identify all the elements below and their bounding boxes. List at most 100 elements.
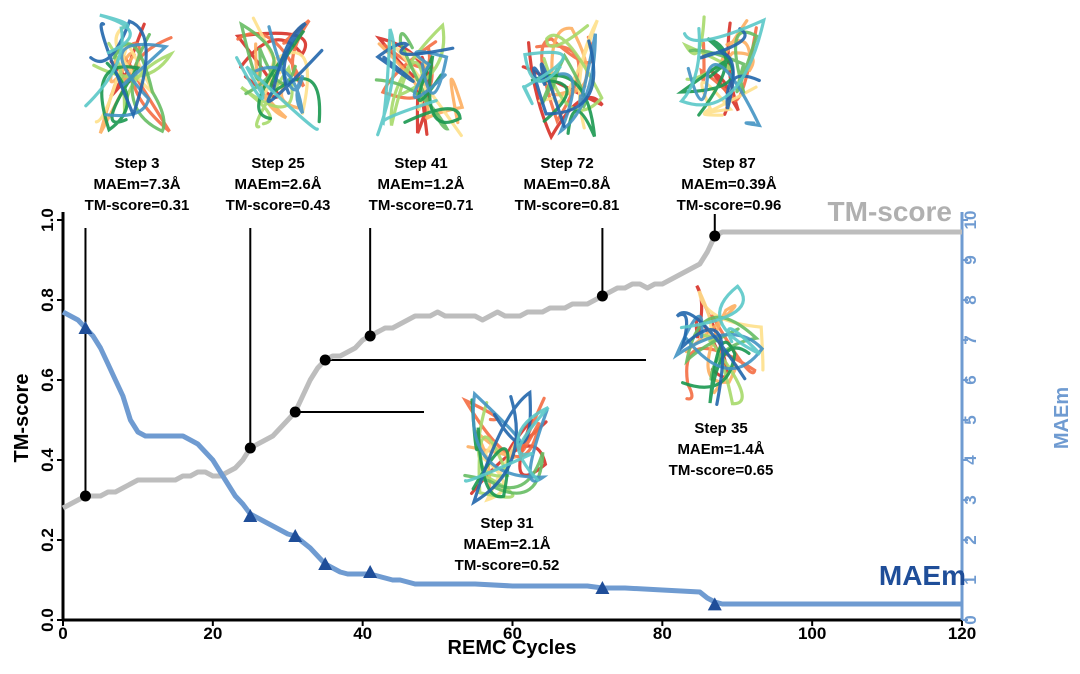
protein-structure-icon bbox=[676, 15, 767, 128]
y2-tick-label: 10 bbox=[961, 211, 980, 230]
protein-illustrations bbox=[84, 13, 767, 506]
snapshot-step: Step 87 bbox=[702, 155, 755, 172]
protein-structure-icon bbox=[374, 22, 465, 138]
protein-ribbon bbox=[522, 50, 565, 106]
protein-ribbon bbox=[686, 63, 763, 128]
snapshot-step: Step 41 bbox=[394, 155, 447, 172]
protein-ribbon bbox=[463, 406, 550, 483]
markers bbox=[78, 230, 722, 611]
protein-structure-icon bbox=[461, 389, 550, 506]
protein-ribbon bbox=[679, 284, 762, 356]
x-tick-label: 40 bbox=[353, 624, 372, 643]
x-tick-label: 0 bbox=[58, 624, 67, 643]
protein-ribbon bbox=[530, 73, 597, 138]
snapshot-label-step-35: Step 35 MAEm=1.4Å TM-score=0.65 bbox=[669, 420, 774, 479]
snapshot-maem: MAEm=0.8Å bbox=[523, 176, 610, 193]
snapshot-maem: MAEm=1.2Å bbox=[377, 176, 464, 193]
maem-marker bbox=[363, 565, 378, 578]
tm-marker bbox=[289, 406, 301, 418]
protein-ribbon bbox=[700, 80, 758, 117]
snapshot-tm: TM-score=0.43 bbox=[226, 197, 331, 214]
snapshot-maem: MAEm=0.39Å bbox=[681, 176, 777, 193]
protein-ribbon bbox=[235, 56, 319, 131]
protein-ribbon bbox=[403, 55, 462, 124]
series bbox=[61, 229, 962, 607]
y2-tick-label: 2 bbox=[961, 535, 980, 544]
y-ticks: 0.0 0.2 0.4 0.6 0.8 1.0 bbox=[38, 208, 63, 632]
snapshot-label-step-3: Step 3 MAEm=7.3Å TM-score=0.31 bbox=[85, 155, 190, 214]
snapshot-step: Step 72 bbox=[540, 155, 593, 172]
protein-ribbon bbox=[685, 314, 757, 401]
y-tick-label: 0.2 bbox=[38, 528, 57, 552]
protein-structure-icon bbox=[672, 284, 765, 406]
snapshot-label-step-41: Step 41 MAEm=1.2Å TM-score=0.71 bbox=[369, 155, 474, 214]
y2-tick-label: 4 bbox=[961, 455, 980, 465]
protein-ribbon bbox=[92, 41, 176, 116]
protein-ribbon bbox=[89, 19, 148, 120]
y2-tick-label: 1 bbox=[961, 575, 980, 584]
y2-tick-label: 7 bbox=[961, 335, 980, 344]
snapshot-maem: MAEm=1.4Å bbox=[677, 441, 764, 458]
snapshot-tm: TM-score=0.52 bbox=[455, 557, 560, 574]
y2-axis-title: MAEm bbox=[1051, 387, 1073, 449]
snapshot-label-step-87: Step 87 MAEm=0.39Å TM-score=0.96 bbox=[677, 155, 782, 214]
protein-structure-icon bbox=[234, 16, 324, 131]
maem-series-label: MAEm bbox=[879, 560, 966, 591]
protein-ribbon bbox=[557, 33, 597, 136]
snapshot-label-step-31: Step 31 MAEm=2.1Å TM-score=0.52 bbox=[455, 515, 560, 574]
maem-marker bbox=[288, 529, 303, 542]
tm-marker bbox=[364, 330, 376, 342]
snapshot-label-step-25: Step 25 MAEm=2.6Å TM-score=0.43 bbox=[226, 155, 331, 214]
protein-ribbon bbox=[240, 64, 294, 129]
snapshot-step: Step 35 bbox=[694, 420, 747, 437]
protein-ribbon bbox=[538, 19, 599, 130]
y-axis-title: TM-score bbox=[11, 374, 33, 463]
maem-marker bbox=[318, 557, 333, 570]
x-tick-label: 60 bbox=[503, 624, 522, 643]
y-tick-label: 0.6 bbox=[38, 368, 57, 392]
snapshot-maem: MAEm=2.1Å bbox=[463, 536, 550, 553]
snapshot-tm: TM-score=0.71 bbox=[369, 197, 474, 214]
snapshot-tm: TM-score=0.96 bbox=[677, 197, 782, 214]
protein-ribbon bbox=[542, 24, 604, 112]
tm-marker bbox=[79, 490, 91, 502]
snapshot-labels: Step 3 MAEm=7.3Å TM-score=0.31 Step 25 M… bbox=[85, 155, 782, 574]
x-axis-title: REMC Cycles bbox=[448, 637, 577, 659]
maem-marker bbox=[78, 321, 93, 334]
y2-tick-label: 3 bbox=[961, 495, 980, 504]
y-tick-label: 1.0 bbox=[38, 208, 57, 232]
maem-line bbox=[61, 309, 962, 607]
snapshot-step: Step 3 bbox=[114, 155, 159, 172]
tm-marker bbox=[319, 354, 331, 366]
protein-ribbon bbox=[84, 13, 132, 108]
protein-structure-icon bbox=[84, 13, 176, 135]
tm-marker bbox=[244, 442, 256, 454]
protein-ribbon bbox=[699, 27, 761, 110]
y2-tick-label: 6 bbox=[961, 375, 980, 384]
x-tick-label: 120 bbox=[948, 624, 976, 643]
y2-tick-label: 9 bbox=[961, 255, 980, 264]
protein-ribbon bbox=[376, 28, 438, 137]
y2-tick-label: 5 bbox=[961, 415, 980, 424]
maem-marker bbox=[243, 509, 258, 522]
x-tick-label: 80 bbox=[653, 624, 672, 643]
snapshot-maem: MAEm=2.6Å bbox=[234, 176, 321, 193]
tm-series-label: TM-score bbox=[828, 196, 952, 227]
y-tick-label: 0.4 bbox=[38, 448, 57, 472]
y2-tick-label: 0 bbox=[961, 615, 980, 624]
y2-ticks: 0 1 2 3 4 5 6 7 8 9 10 bbox=[961, 211, 980, 625]
tm-marker bbox=[709, 230, 721, 242]
snapshot-tm: TM-score=0.81 bbox=[515, 197, 620, 214]
protein-ribbon bbox=[470, 398, 510, 499]
snapshot-maem: MAEm=7.3Å bbox=[93, 176, 180, 193]
protein-ribbon bbox=[532, 39, 596, 128]
protein-ribbon bbox=[104, 42, 170, 118]
x-tick-label: 100 bbox=[798, 624, 826, 643]
snapshot-tm: TM-score=0.65 bbox=[669, 462, 774, 479]
tm-score-line bbox=[61, 229, 962, 511]
protein-ribbon bbox=[463, 451, 545, 495]
maem-marker bbox=[707, 597, 722, 611]
snapshot-step: Step 31 bbox=[480, 515, 533, 532]
y-tick-label: 0.8 bbox=[38, 288, 57, 312]
